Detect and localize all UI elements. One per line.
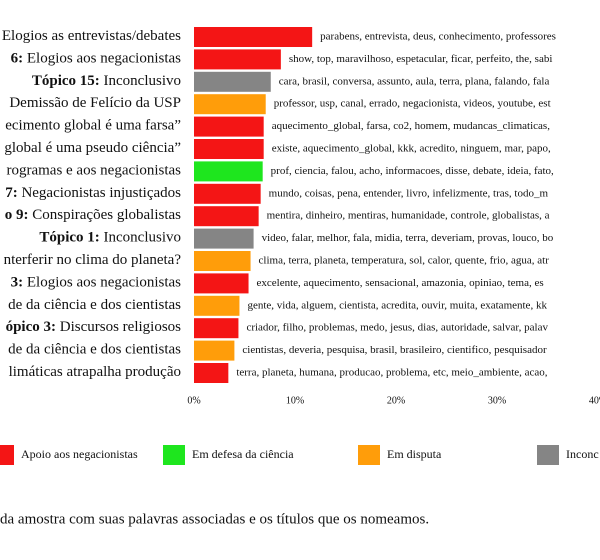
topic-title: Inconclusivo xyxy=(104,230,181,246)
legend-swatch xyxy=(163,445,185,465)
topic-title: de da ciência e dos cientistas xyxy=(8,297,181,313)
x-tick-label: 20% xyxy=(387,395,405,406)
legend-label: Inconc xyxy=(566,447,599,461)
topic-title: rogramas e aos negacionistas xyxy=(6,163,181,179)
bar-words: gente, vida, alguem, cientista, acredita… xyxy=(247,299,547,311)
bar xyxy=(194,318,239,339)
bar xyxy=(194,251,251,271)
bar xyxy=(194,340,235,361)
x-tick-label: 0% xyxy=(187,395,200,406)
bar xyxy=(194,295,240,316)
topic-number: 7: xyxy=(5,185,18,201)
topic-number: ópico 3: xyxy=(6,320,56,336)
legend-swatch xyxy=(537,445,559,465)
bar xyxy=(194,27,313,47)
bar-words: criador, filho, problemas, medo, jesus, … xyxy=(246,322,548,334)
topic-number: Tópico 15: xyxy=(32,73,100,89)
category-label: 7: Negacionistas injustiçados xyxy=(5,185,181,201)
bar-words: terra, planeta, humana, producao, proble… xyxy=(236,367,547,379)
bar-words: cara, brasil, conversa, assunto, aula, t… xyxy=(279,75,550,87)
bar-words: prof, ciencia, falou, acho, informacoes,… xyxy=(271,165,554,177)
topic-title: ecimento global é uma farsa” xyxy=(5,118,181,134)
category-label: Elogios as entrevistas/debates xyxy=(2,28,181,44)
topic-number: 3: xyxy=(11,275,24,291)
category-label: 3: Elogios aos negacionistas xyxy=(11,275,182,291)
topic-title: Elogios as entrevistas/debates xyxy=(2,28,181,44)
bar xyxy=(194,183,261,204)
category-label: Demissão de Felício da USP xyxy=(9,96,181,112)
bar xyxy=(194,206,259,227)
bar xyxy=(194,363,229,383)
category-label: de da ciência e dos cientistas xyxy=(8,297,181,313)
topic-title: Demissão de Felício da USP xyxy=(9,96,181,112)
x-tick-label: 40% xyxy=(589,395,600,406)
bar xyxy=(194,71,271,92)
bar-words: excelente, aquecimento, sensacional, ama… xyxy=(257,277,544,289)
bar xyxy=(194,49,281,70)
bar-words: video, falar, melhor, fala, midia, terra… xyxy=(262,232,554,244)
bar-words: existe, aquecimento_global, kkk, acredit… xyxy=(272,143,551,155)
category-label: Tópico 1: Inconclusivo xyxy=(39,230,181,246)
bar xyxy=(194,161,263,182)
bar xyxy=(194,94,266,115)
bar xyxy=(194,228,254,249)
category-label: rogramas e aos negacionistas xyxy=(6,163,181,179)
bar-words: professor, usp, canal, errado, negacioni… xyxy=(274,98,551,110)
bar xyxy=(194,273,249,294)
category-label: Tópico 15: Inconclusivo xyxy=(32,73,181,89)
category-label: limáticas atrapalha produção xyxy=(9,364,181,380)
topic-number: o 9: xyxy=(5,208,29,224)
category-label: 6: Elogios aos negacionistas xyxy=(11,51,182,67)
topic-title: limáticas atrapalha produção xyxy=(9,364,181,380)
topic-title: Conspirações globalistas xyxy=(32,208,181,224)
bar xyxy=(194,116,264,137)
topic-title: Negacionistas injustiçados xyxy=(21,185,181,201)
topic-title: nterferir no clima do planeta? xyxy=(4,252,182,268)
legend-label: Em defesa da ciência xyxy=(192,447,294,461)
topic-title: Elogios aos negacionistas xyxy=(27,275,181,291)
bar-words: parabens, entrevista, deus, conhecimento… xyxy=(320,31,556,43)
bar-words: aquecimento_global, farsa, co2, homem, m… xyxy=(272,120,551,132)
category-label: nterferir no clima do planeta? xyxy=(4,252,182,268)
category-label: global é uma pseudo ciência” xyxy=(4,140,181,156)
category-label: o 9: Conspirações globalistas xyxy=(5,208,181,224)
bar-words: clima, terra, planeta, temperatura, sol,… xyxy=(259,255,550,267)
topic-title: Discursos religiosos xyxy=(60,320,181,336)
legend-label: Apoio aos negacionistas xyxy=(21,447,138,461)
bar-words: mentira, dinheiro, mentiras, humanidade,… xyxy=(267,210,550,222)
topic-title: global é uma pseudo ciência” xyxy=(4,140,181,156)
topic-number: Tópico 1: xyxy=(39,230,99,246)
bar xyxy=(194,139,264,159)
category-label: ópico 3: Discursos religiosos xyxy=(6,320,182,336)
category-label: de da ciência e dos cientistas xyxy=(8,342,181,358)
legend-label: Em disputa xyxy=(387,447,442,461)
legend-swatch xyxy=(0,445,14,465)
category-label: ecimento global é uma farsa” xyxy=(5,118,181,134)
topic-number: 6: xyxy=(11,51,24,67)
x-tick-label: 10% xyxy=(286,395,304,406)
caption: da amostra com suas palavras associadas … xyxy=(0,511,429,527)
bar-words: mundo, coisas, pena, entender, livro, in… xyxy=(269,187,549,199)
bar-words: cientistas, deveria, pesquisa, brasil, b… xyxy=(242,344,547,356)
bar-words: show, top, maravilhoso, espetacular, fic… xyxy=(289,53,553,65)
x-tick-label: 30% xyxy=(488,395,506,406)
topic-title: Elogios aos negacionistas xyxy=(27,51,181,67)
topic-title: Inconclusivo xyxy=(104,73,181,89)
legend-swatch xyxy=(358,445,380,465)
topic-title: de da ciência e dos cientistas xyxy=(8,342,181,358)
